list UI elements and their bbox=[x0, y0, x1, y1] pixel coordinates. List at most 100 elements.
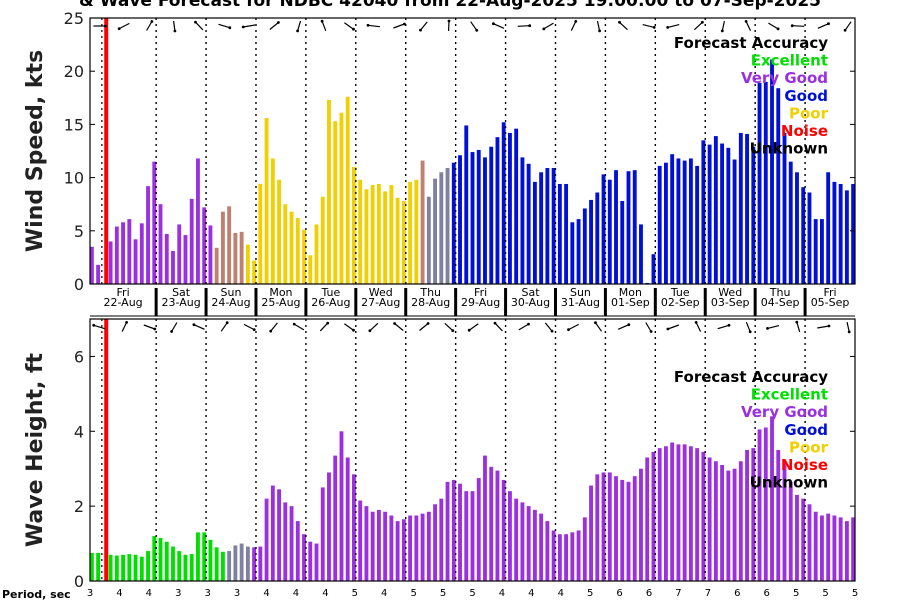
wind-bar bbox=[314, 224, 319, 284]
wind-bar bbox=[813, 219, 818, 284]
y-tick-label: 6 bbox=[74, 347, 84, 366]
wave-bar bbox=[763, 427, 768, 581]
period-value: 5 bbox=[587, 588, 593, 599]
wave-bar bbox=[782, 461, 787, 581]
wind-bar bbox=[776, 88, 781, 284]
day-date-label: 31-Aug bbox=[561, 296, 600, 309]
direction-arrow-shaft bbox=[143, 324, 156, 330]
wave-bar bbox=[664, 446, 668, 581]
period-value: 7 bbox=[675, 588, 681, 599]
direction-arrow-shaft bbox=[745, 321, 751, 333]
wave-bar bbox=[408, 515, 413, 581]
wind-bar bbox=[333, 121, 338, 285]
wind-bar bbox=[695, 165, 700, 284]
wind-bar bbox=[670, 154, 675, 284]
day-date-label: 27-Aug bbox=[361, 296, 400, 309]
wind-bar bbox=[632, 170, 637, 284]
direction-arrow-shaft bbox=[543, 22, 554, 30]
period-value: 4 bbox=[116, 588, 122, 599]
period-value: 4 bbox=[499, 588, 505, 599]
wind-bar bbox=[320, 196, 325, 284]
period-value: 4 bbox=[293, 588, 299, 599]
wave-bar bbox=[458, 483, 462, 581]
direction-arrow-head bbox=[847, 330, 851, 334]
wind-bar bbox=[832, 181, 837, 284]
period-value: 4 bbox=[146, 588, 152, 599]
direction-arrow-shaft bbox=[369, 322, 379, 332]
direction-arrow-head bbox=[170, 330, 174, 333]
wave-bar bbox=[121, 554, 126, 581]
wave-bar bbox=[726, 470, 731, 581]
wave-bar bbox=[713, 461, 718, 581]
wave-bar bbox=[177, 551, 182, 581]
direction-arrow-shaft bbox=[344, 22, 354, 30]
wind-bar bbox=[89, 246, 94, 284]
wave-bar bbox=[645, 457, 650, 581]
wind-bar bbox=[545, 168, 550, 284]
direction-arrow-head bbox=[694, 321, 698, 324]
direction-arrow-shaft bbox=[293, 323, 305, 331]
wave-bar bbox=[589, 485, 593, 581]
direction-arrow-head bbox=[493, 321, 497, 325]
period-value: 6 bbox=[764, 588, 770, 599]
legend-item: Excellent bbox=[751, 386, 828, 404]
direction-arrow-head bbox=[252, 328, 256, 331]
wave-bar bbox=[139, 556, 144, 581]
legend-item: Noise bbox=[781, 122, 828, 140]
direction-arrow-shaft bbox=[667, 324, 680, 330]
direction-arrow-head bbox=[567, 328, 570, 331]
direction-arrow-shaft bbox=[270, 322, 278, 332]
wave-bar bbox=[426, 511, 431, 581]
wind-bar bbox=[289, 211, 294, 284]
period-value: 4 bbox=[322, 588, 328, 599]
direction-arrow-head bbox=[104, 24, 107, 28]
direction-arrow-head bbox=[117, 27, 121, 30]
direction-arrow-head bbox=[292, 322, 296, 326]
wave-bar bbox=[576, 530, 581, 581]
wind-bar bbox=[576, 219, 581, 284]
wave-bar bbox=[96, 552, 101, 581]
direction-arrow-shaft bbox=[420, 21, 428, 31]
legend-item: Noise bbox=[781, 456, 828, 474]
wind-bar bbox=[483, 157, 487, 284]
day-date-label: 05-Sep bbox=[811, 296, 850, 309]
wind-bar bbox=[801, 187, 806, 284]
direction-arrow-head bbox=[727, 323, 731, 327]
wave-bar bbox=[314, 543, 319, 581]
wind-bar bbox=[239, 231, 244, 284]
wind-bar bbox=[108, 241, 113, 284]
direction-arrow-head bbox=[277, 21, 280, 24]
wind-bar bbox=[782, 132, 787, 284]
wave-bar bbox=[270, 485, 275, 581]
direction-arrow-shaft bbox=[796, 321, 801, 333]
direction-arrow-shaft bbox=[517, 25, 530, 27]
legend-item: Poor bbox=[789, 438, 829, 456]
wave-bar bbox=[464, 491, 469, 581]
wave-bar bbox=[445, 481, 450, 581]
wind-bar bbox=[763, 81, 768, 284]
wind-bar bbox=[539, 172, 544, 284]
direction-arrow-head bbox=[153, 327, 157, 331]
wave-bar bbox=[514, 498, 519, 581]
wave-bar bbox=[358, 500, 363, 581]
direction-arrow-shaft bbox=[642, 24, 655, 28]
direction-arrow-head bbox=[326, 321, 330, 325]
wave-bar bbox=[164, 541, 169, 581]
wind-bar bbox=[495, 137, 500, 284]
direction-arrow-head bbox=[467, 328, 471, 332]
wave-bar bbox=[682, 444, 687, 581]
day-band-divider bbox=[154, 288, 158, 316]
legend-item: Good bbox=[784, 87, 828, 105]
direction-arrow-shaft bbox=[817, 23, 829, 29]
wave-bar bbox=[171, 546, 175, 581]
direction-arrow-head bbox=[426, 322, 430, 325]
wave-bar bbox=[401, 519, 406, 581]
wave-bar bbox=[370, 511, 375, 581]
wave-bar bbox=[239, 543, 244, 581]
wave-bar bbox=[539, 513, 544, 581]
direction-arrow-head bbox=[447, 19, 451, 23]
wave-bar bbox=[564, 534, 569, 581]
day-date-label: 01-Sep bbox=[611, 296, 650, 309]
wind-bar bbox=[233, 232, 238, 284]
direction-arrow-shaft bbox=[121, 322, 128, 332]
